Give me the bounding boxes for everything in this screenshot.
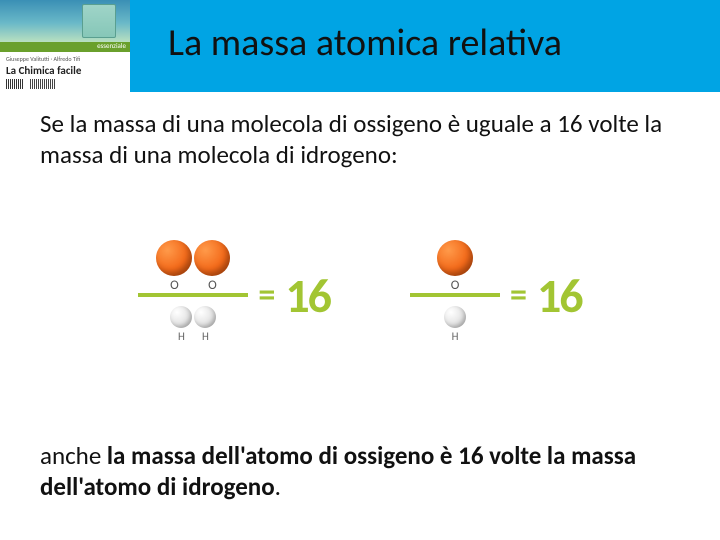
intro-paragraph: Se la massa di una molecola di ossigeno … xyxy=(40,108,680,171)
conclusion-bold: la massa dell'atomo di ossigeno è 16 vol… xyxy=(40,440,636,502)
fraction-bar xyxy=(410,293,500,297)
fraction-bar xyxy=(138,293,248,297)
denominator-h2: H H xyxy=(170,301,216,347)
numerator-o: O xyxy=(437,243,473,289)
hydrogen-atom-icon xyxy=(194,306,216,328)
barcode-icon xyxy=(30,79,56,89)
cover-strip-label: essenziale xyxy=(97,41,126,50)
conclusion-paragraph: anche la massa dell'atomo di ossigeno è … xyxy=(40,440,680,503)
hydrogen-atom-icon xyxy=(170,306,192,328)
fraction-atom: O H = 16 xyxy=(410,243,582,347)
equals-sign: = xyxy=(258,275,275,316)
ratio-value: 16 xyxy=(537,266,582,325)
mass-ratio-diagram: O O H H = 16 xyxy=(0,220,720,370)
oxygen-atom-icon xyxy=(437,240,473,276)
barcode-icon xyxy=(6,79,24,89)
cover-strip: essenziale xyxy=(0,42,130,52)
beaker-icon xyxy=(82,4,116,38)
oxygen-atom-icon xyxy=(194,240,230,276)
atom-label: O xyxy=(208,278,217,293)
hydrogen-atom-icon xyxy=(444,306,466,328)
book-authors: Giuseppe Valitutti · Alfredo Tifi xyxy=(6,55,124,63)
oxygen-atom-icon xyxy=(156,240,192,276)
atom-label: H xyxy=(202,330,209,343)
book-title: La Chimica facile xyxy=(6,64,124,77)
atom-label: O xyxy=(170,278,179,293)
cover-photo xyxy=(0,0,130,42)
conclusion-end: . xyxy=(275,471,281,502)
book-cover-thumbnail: essenziale Giuseppe Valitutti · Alfredo … xyxy=(0,0,130,92)
denominator-h: H xyxy=(444,301,466,347)
numerator-o2: O O xyxy=(156,243,230,289)
page-title: La massa atomica relativa xyxy=(168,20,562,66)
atom-label: O xyxy=(451,278,460,293)
ratio-value: 16 xyxy=(285,266,330,325)
atom-label: H xyxy=(178,330,185,343)
conclusion-lead: anche xyxy=(40,440,107,471)
atom-label: H xyxy=(452,330,459,343)
equals-sign: = xyxy=(510,275,527,316)
fraction-molecule: O O H H = 16 xyxy=(138,243,330,347)
